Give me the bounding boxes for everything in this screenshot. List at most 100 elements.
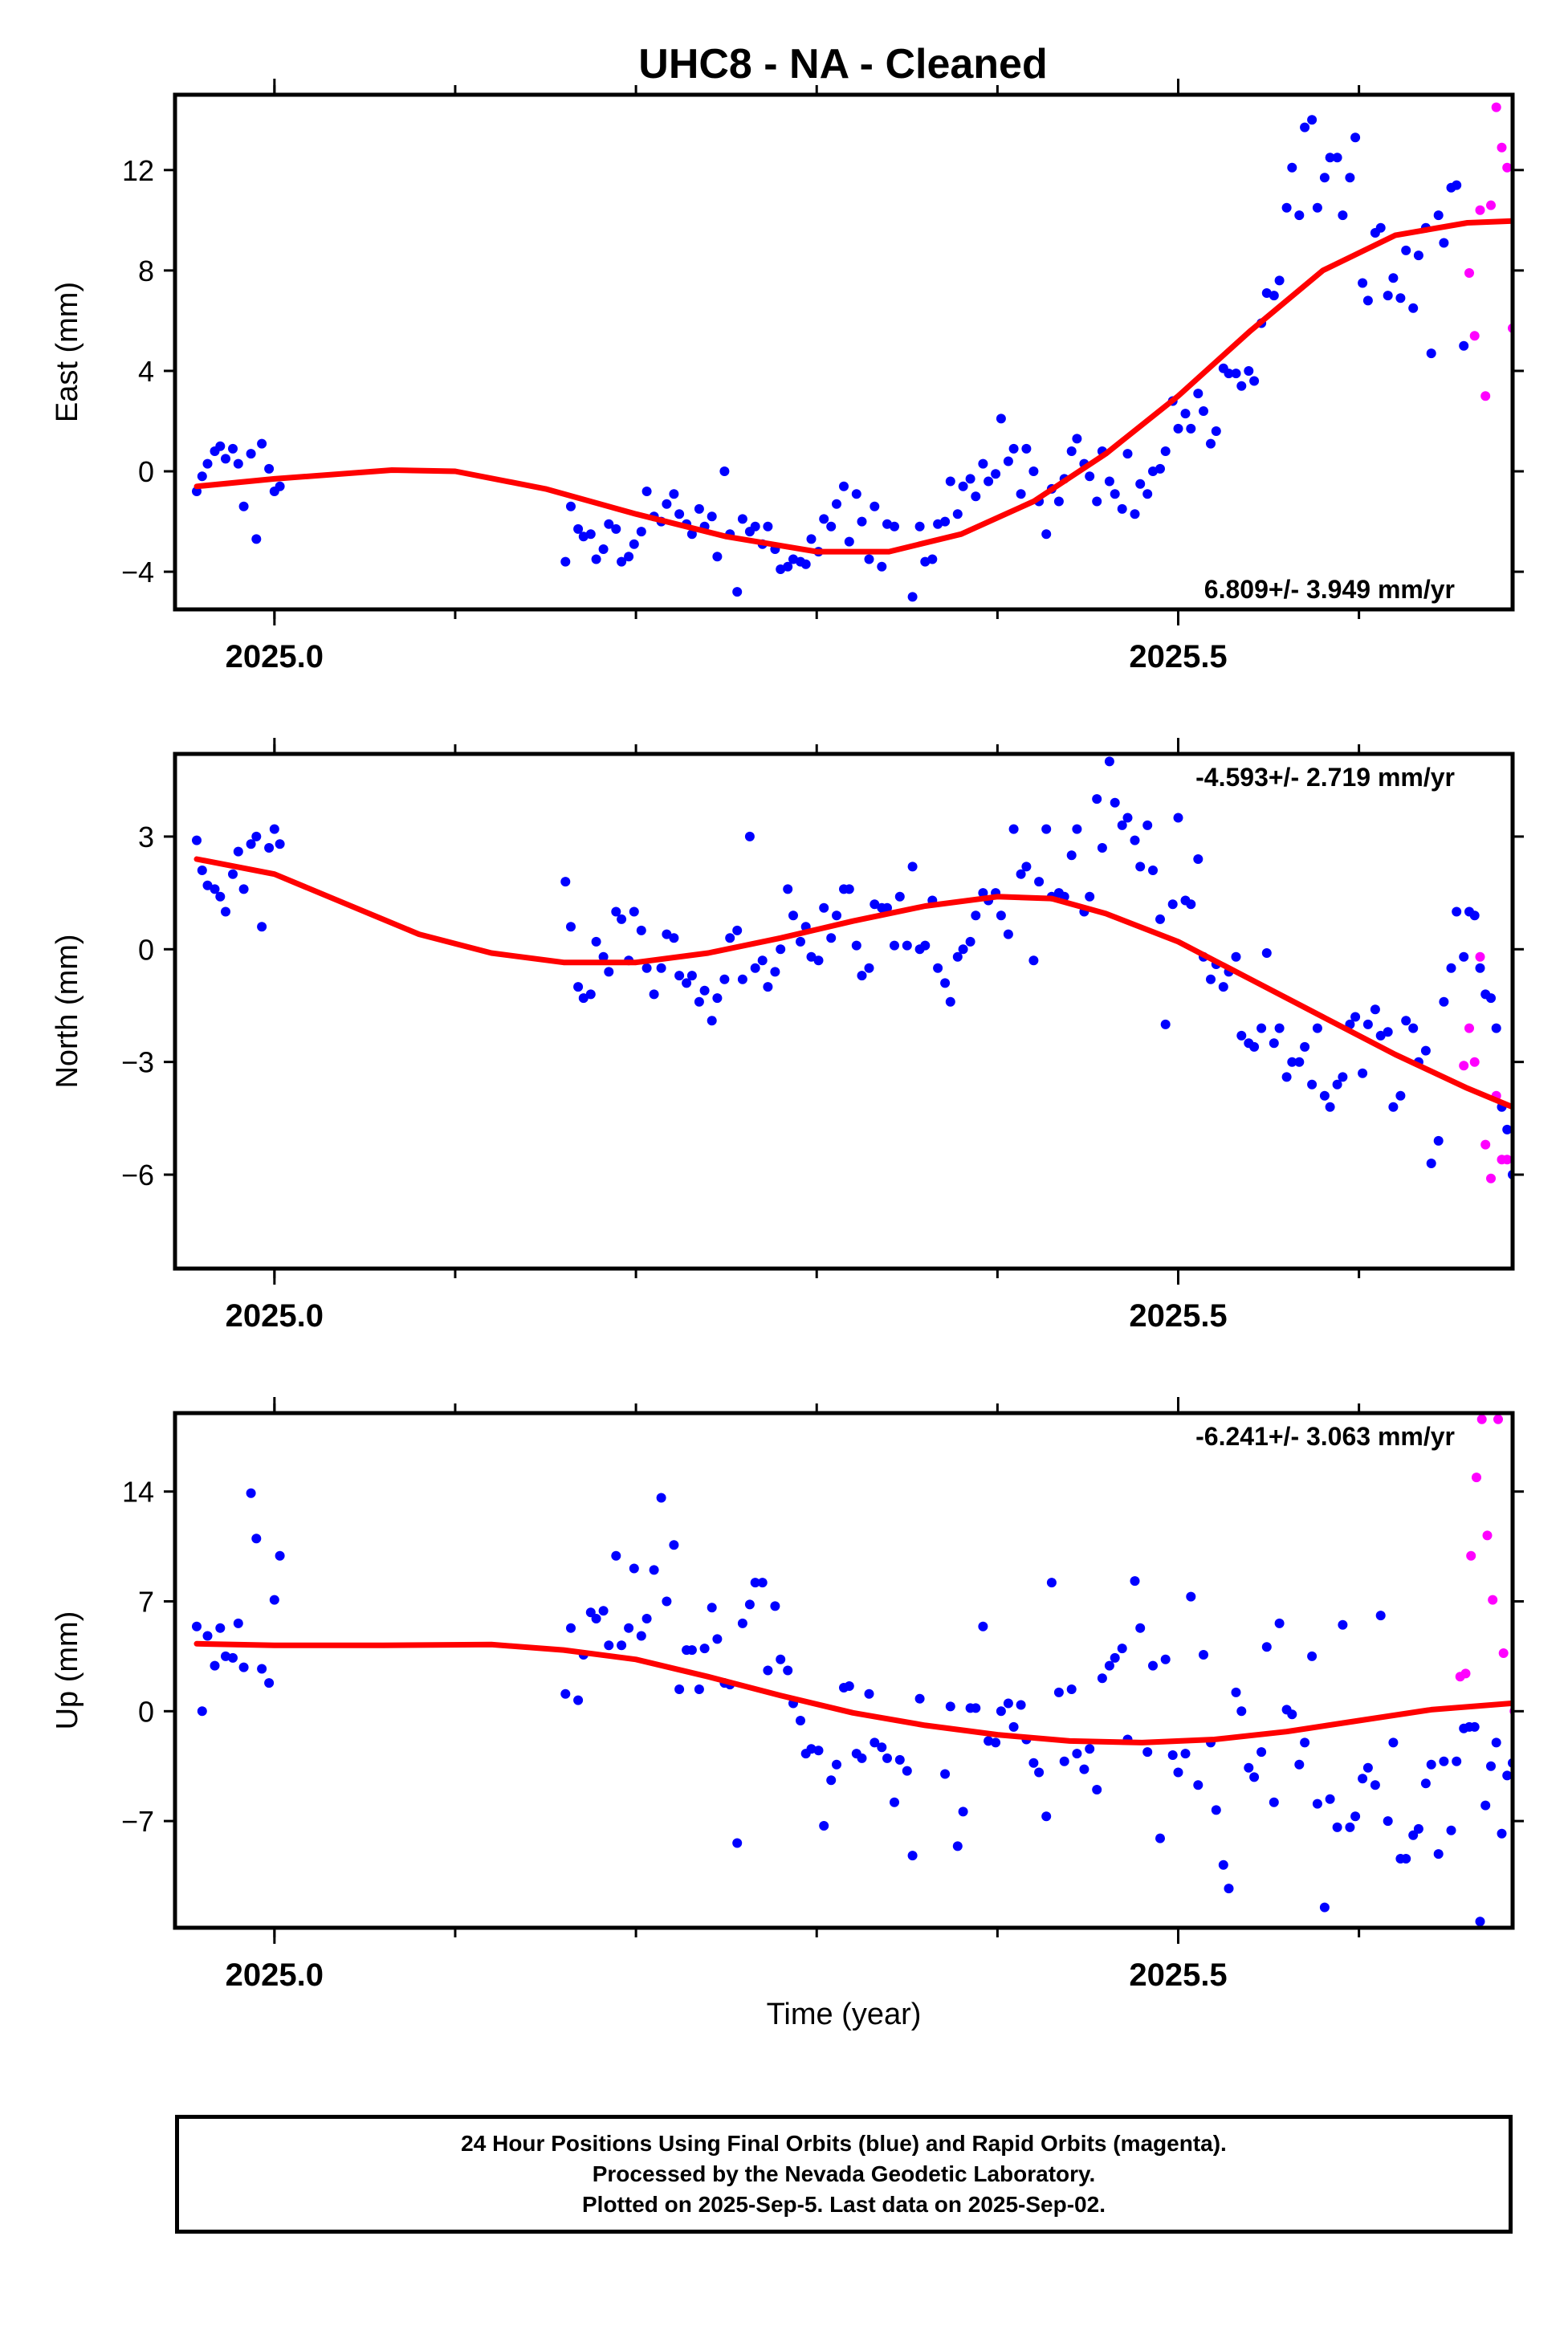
east-final-point	[617, 556, 627, 567]
north-rapid-point	[1469, 1057, 1480, 1067]
north-final-point	[1236, 1030, 1247, 1041]
north-rapid-point	[1459, 1061, 1469, 1071]
up-final-point	[1312, 1798, 1322, 1809]
north-final-point	[1475, 963, 1485, 973]
east-final-point	[1173, 423, 1183, 434]
up-final-point	[870, 1737, 880, 1748]
east-final-point	[1193, 389, 1203, 399]
east-rate-label: 6.809+/- 3.949 mm/yr	[1204, 575, 1455, 604]
up-final-point	[1269, 1797, 1279, 1807]
east-final-point	[246, 449, 256, 459]
north-final-point	[591, 936, 601, 947]
east-final-point	[674, 509, 685, 519]
east-rapid-point	[1475, 205, 1485, 215]
north-final-point	[719, 974, 730, 984]
up-final-point	[1079, 1764, 1089, 1774]
up-model-curve	[193, 1640, 1513, 1745]
east-final-point	[228, 443, 238, 454]
east-final-point	[839, 481, 849, 491]
east-panel: −4 0 4 8 12 2025.0 2025.5 East (mm) 6.809+/- 3.9…	[51, 79, 1524, 674]
east-final-point	[1433, 210, 1444, 221]
up-final-point	[1053, 1687, 1064, 1697]
north-final-point	[215, 891, 226, 902]
east-final-point	[851, 489, 861, 499]
east-final-point	[686, 529, 697, 540]
up-final-point	[1261, 1642, 1272, 1652]
up-final-point	[1338, 1619, 1348, 1630]
north-final-point	[757, 955, 768, 966]
east-final-point	[585, 529, 596, 540]
up-final-point	[257, 1664, 267, 1674]
north-final-point	[890, 940, 899, 951]
up-final-point	[806, 1744, 817, 1754]
up-final-point	[233, 1618, 243, 1628]
up-final-point	[192, 1621, 202, 1631]
east-final-point	[1408, 303, 1419, 313]
x-axis-label: Time (year)	[767, 1998, 922, 2031]
east-final-point	[940, 516, 951, 527]
up-final-point	[251, 1534, 262, 1544]
east-rapid-point	[1480, 391, 1491, 401]
up-final-point	[877, 1742, 887, 1753]
east-final-point	[826, 521, 837, 532]
east-rapid-point	[1486, 200, 1496, 210]
east-final-point	[1003, 456, 1013, 466]
up-final-point	[1383, 1816, 1393, 1827]
up-final-point	[1345, 1822, 1355, 1832]
up-rapid-point	[1498, 1648, 1509, 1658]
north-final-point	[197, 866, 207, 875]
north-final-point	[1408, 1023, 1419, 1033]
up-final-point	[674, 1684, 685, 1694]
north-final-point	[566, 922, 576, 932]
caption-line-3: Plotted on 2025-Sep-5. Last data on 2025…	[582, 2192, 1106, 2217]
up-final-point	[1160, 1654, 1171, 1664]
east-final-point	[1199, 406, 1208, 416]
up-final-point	[826, 1775, 837, 1786]
north-final-point	[1370, 1004, 1380, 1015]
east-final-point	[1211, 426, 1221, 436]
north-final-point	[1332, 1079, 1342, 1090]
north-final-point	[1420, 1045, 1431, 1056]
north-final-point	[1206, 974, 1216, 984]
up-final-point	[1307, 1651, 1318, 1661]
up-final-point	[560, 1688, 571, 1699]
north-final-point	[725, 933, 735, 943]
north-final-point	[1274, 1023, 1285, 1033]
up-final-point	[1034, 1767, 1045, 1778]
east-final-point	[1160, 446, 1171, 456]
north-final-point	[221, 906, 230, 917]
east-final-point	[215, 441, 226, 451]
north-final-point	[1362, 1019, 1373, 1029]
up-final-point	[1446, 1825, 1456, 1835]
east-rapid-point	[1491, 102, 1501, 112]
east-rapid-point	[1502, 162, 1513, 173]
up-final-point	[1475, 1917, 1485, 1927]
up-final-point	[1439, 1756, 1449, 1766]
north-final-point	[776, 944, 786, 955]
up-final-point	[1332, 1822, 1342, 1832]
east-final-point	[1261, 288, 1272, 298]
up-final-point	[611, 1550, 621, 1561]
up-ytick-label: 14	[122, 1476, 154, 1509]
east-final-point	[991, 469, 1001, 479]
east-final-point	[257, 438, 267, 449]
east-final-point	[1142, 489, 1153, 499]
east-final-point	[712, 552, 723, 562]
north-final-point	[1281, 1072, 1292, 1082]
east-final-point	[857, 516, 867, 527]
north-final-point	[832, 910, 841, 921]
up-final-point	[221, 1651, 230, 1661]
north-rapid-point	[1513, 1031, 1523, 1041]
up-ytick-label: 7	[138, 1586, 154, 1619]
east-final-point	[958, 481, 968, 491]
up-final-point	[210, 1660, 220, 1671]
north-final-point	[894, 891, 905, 902]
east-final-point	[221, 454, 230, 464]
east-final-point	[624, 552, 634, 562]
north-final-point	[978, 888, 988, 898]
north-final-point	[1028, 955, 1039, 966]
up-final-point	[952, 1841, 963, 1851]
north-final-point	[737, 974, 747, 984]
up-final-point	[1008, 1721, 1019, 1732]
up-final-point	[1130, 1576, 1140, 1587]
